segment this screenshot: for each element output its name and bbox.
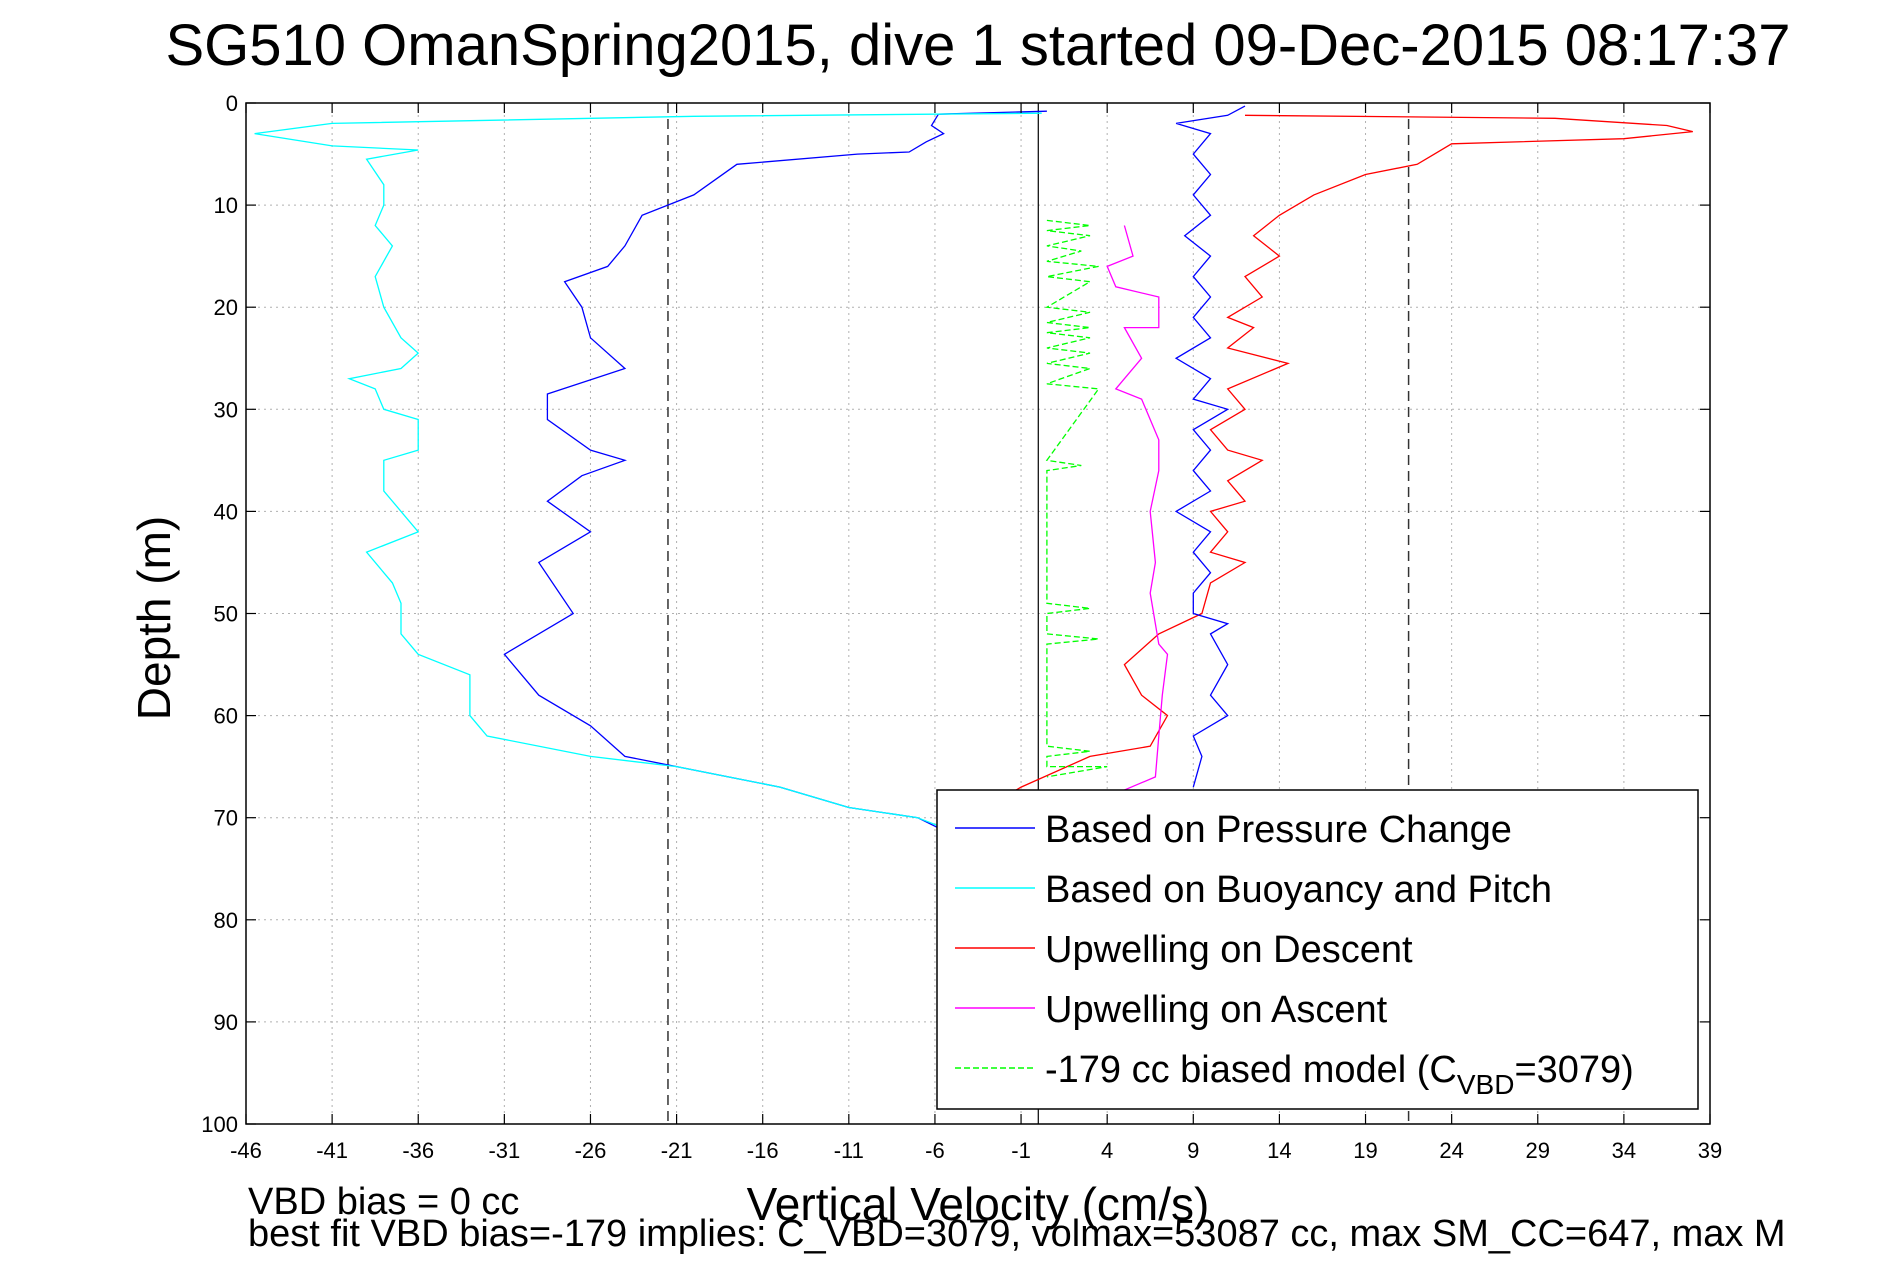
legend-box (936, 789, 1699, 1110)
legend: Based on Pressure Change Based on Buoyanc… (936, 789, 1699, 1110)
x-tick-label: -6 (925, 1138, 945, 1163)
series-line (503, 110, 1047, 829)
x-tick-label: 19 (1353, 1138, 1377, 1163)
x-ticks: -46 -41 -36 -31 -26 -21 -16 -11 -6 -1 4 9 14 19 24 29 34… (230, 103, 1722, 1163)
legend-label: Upwelling on Descent (1045, 929, 1413, 971)
x-tick-label: 14 (1267, 1138, 1291, 1163)
x-tick-label: 24 (1439, 1138, 1463, 1163)
y-tick-label: 0 (226, 91, 238, 116)
y-tick-label: 50 (214, 602, 238, 627)
x-tick-label: 4 (1101, 1138, 1113, 1163)
legend-label: Upwelling on Ascent (1045, 989, 1388, 1031)
series-line (254, 112, 1042, 827)
y-tick-label: 10 (214, 193, 238, 218)
series-line (1106, 225, 1169, 798)
x-tick-label: -11 (834, 1138, 864, 1163)
x-tick-label: 9 (1187, 1138, 1199, 1163)
footer-vbd-bias: VBD bias = 0 cc (248, 1181, 519, 1223)
x-tick-label: -21 (661, 1138, 693, 1163)
x-tick-label: -46 (230, 1138, 262, 1163)
footer-best-fit: best fit VBD bias=-179 implies: C_VBD=30… (248, 1213, 1786, 1255)
y-ticks: 0 10 20 30 40 50 60 70 80 90 100 (201, 91, 1710, 1137)
x-tick-label: 34 (1612, 1138, 1636, 1163)
x-tick-label: -16 (747, 1138, 779, 1163)
data-series (254, 105, 1693, 829)
x-tick-label: -36 (402, 1138, 434, 1163)
y-tick-label: 80 (214, 908, 238, 933)
x-tick-label: 29 (1526, 1138, 1550, 1163)
legend-label: -179 cc biased model (CVBD=3079) (1045, 1049, 1634, 1100)
series-line (1003, 114, 1693, 798)
x-axis-label: Vertical Velocity (cm/s) (747, 1178, 1210, 1230)
y-tick-label: 40 (214, 499, 238, 524)
series-line (1174, 105, 1246, 788)
y-tick-label: 70 (214, 806, 238, 831)
y-tick-label: 60 (214, 704, 238, 729)
chart-title: SG510 OmanSpring2015, dive 1 started 09-… (165, 13, 1790, 78)
x-tick-label: 39 (1698, 1138, 1722, 1163)
legend-label: Based on Pressure Change (1045, 809, 1512, 851)
x-tick-label: -26 (575, 1138, 607, 1163)
series-line (1044, 219, 1108, 778)
y-tick-label: 100 (201, 1112, 238, 1137)
y-tick-label: 30 (214, 397, 238, 422)
x-tick-label: -1 (1011, 1138, 1031, 1163)
legend-label: Based on Buoyancy and Pitch (1045, 869, 1552, 911)
y-axis-label: Depth (m) (128, 516, 180, 720)
y-tick-label: 20 (214, 295, 238, 320)
x-tick-label: -31 (488, 1138, 520, 1163)
y-tick-label: 90 (214, 1010, 238, 1035)
x-tick-label: -41 (316, 1138, 348, 1163)
